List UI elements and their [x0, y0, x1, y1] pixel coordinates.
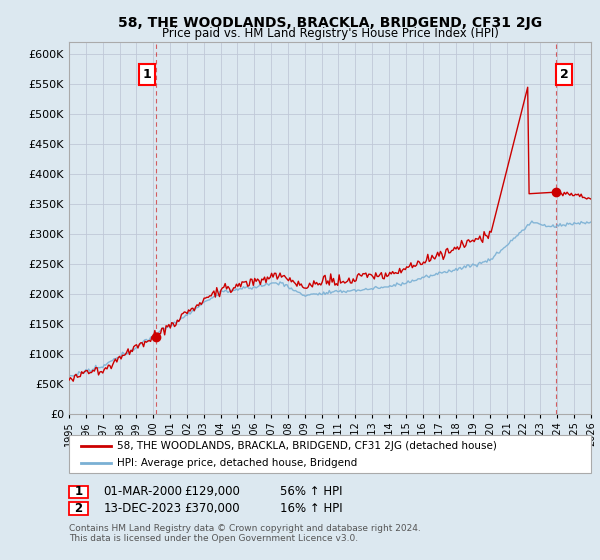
Text: 58, THE WOODLANDS, BRACKLA, BRIDGEND, CF31 2JG: 58, THE WOODLANDS, BRACKLA, BRIDGEND, CF…	[118, 16, 542, 30]
Text: 01-MAR-2000: 01-MAR-2000	[103, 485, 182, 498]
Text: 1: 1	[143, 68, 151, 81]
Text: £129,000: £129,000	[184, 485, 240, 498]
Text: 2: 2	[74, 502, 83, 515]
Text: 56% ↑ HPI: 56% ↑ HPI	[280, 485, 343, 498]
Text: 58, THE WOODLANDS, BRACKLA, BRIDGEND, CF31 2JG (detached house): 58, THE WOODLANDS, BRACKLA, BRIDGEND, CF…	[117, 441, 497, 451]
Text: 1: 1	[74, 485, 83, 498]
Text: Contains HM Land Registry data © Crown copyright and database right 2024.
This d: Contains HM Land Registry data © Crown c…	[69, 524, 421, 543]
Text: £370,000: £370,000	[184, 502, 240, 515]
Text: HPI: Average price, detached house, Bridgend: HPI: Average price, detached house, Brid…	[117, 458, 357, 468]
Text: Price paid vs. HM Land Registry's House Price Index (HPI): Price paid vs. HM Land Registry's House …	[161, 27, 499, 40]
Text: 13-DEC-2023: 13-DEC-2023	[103, 502, 181, 515]
Text: 2: 2	[560, 68, 569, 81]
Text: 16% ↑ HPI: 16% ↑ HPI	[280, 502, 343, 515]
